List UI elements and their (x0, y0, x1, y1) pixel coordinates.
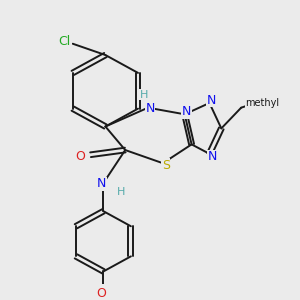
Text: H: H (117, 188, 125, 197)
Text: N: N (97, 177, 106, 190)
Text: Cl: Cl (59, 35, 71, 48)
Text: N: N (207, 94, 216, 107)
Text: methyl: methyl (245, 98, 279, 108)
Text: O: O (97, 287, 106, 300)
Text: H: H (140, 89, 148, 100)
Text: N: N (145, 102, 155, 115)
Text: N: N (182, 105, 191, 118)
Text: N: N (208, 150, 217, 163)
Text: S: S (162, 159, 170, 172)
Text: O: O (76, 150, 85, 163)
